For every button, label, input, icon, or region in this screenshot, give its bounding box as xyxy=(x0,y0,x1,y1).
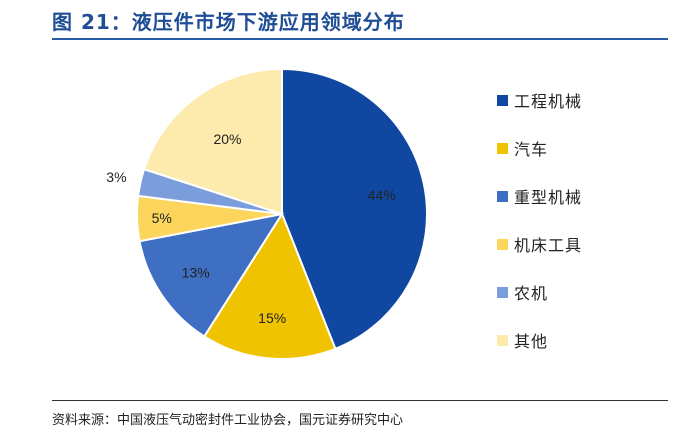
chart-title: 图 21：液压件市场下游应用领域分布 xyxy=(52,10,405,34)
legend-label: 其他 xyxy=(514,332,549,351)
legend-label: 农机 xyxy=(514,284,549,303)
source-divider xyxy=(52,400,668,401)
legend-item: 机床工具 xyxy=(497,232,582,256)
slice-value-label: 15% xyxy=(258,310,286,326)
legend-item: 农机 xyxy=(497,280,548,304)
title-underline xyxy=(52,38,668,40)
legend-item: 重型机械 xyxy=(497,184,582,208)
legend-item: 其他 xyxy=(497,328,548,352)
legend-item: 工程机械 xyxy=(497,88,582,112)
pie-slices xyxy=(135,67,428,360)
legend-swatch xyxy=(497,94,508,106)
legend-swatch xyxy=(497,334,508,346)
legend-label: 汽车 xyxy=(514,140,549,159)
slice-value-label: 5% xyxy=(152,210,172,226)
legend-swatch xyxy=(497,142,508,154)
source-note: 资料来源：中国液压气动密封件工业协会，国元证券研究中心 xyxy=(52,413,404,428)
slice-value-label: 44% xyxy=(368,187,396,203)
pie-slice-3 xyxy=(138,212,285,338)
legend-swatch xyxy=(497,286,508,298)
pie-slice-labels: 44% 15% 13% 5% 3% 20% xyxy=(106,131,395,326)
slice-value-label: 3% xyxy=(106,169,126,185)
legend-swatch xyxy=(497,238,508,250)
legend-label: 重型机械 xyxy=(514,188,583,207)
pie-slice-2 xyxy=(202,211,337,360)
legend-label: 工程机械 xyxy=(514,92,583,111)
pie-slice-6 xyxy=(142,67,283,216)
legend-label: 机床工具 xyxy=(514,236,583,255)
slice-value-label: 20% xyxy=(213,131,241,147)
pie-chart: 44% 15% 13% 5% 3% 20% xyxy=(106,67,428,360)
legend-item: 汽车 xyxy=(497,136,548,160)
pie-slice-1 xyxy=(281,67,428,351)
legend-swatch xyxy=(497,190,508,202)
slice-value-label: 13% xyxy=(182,265,210,281)
